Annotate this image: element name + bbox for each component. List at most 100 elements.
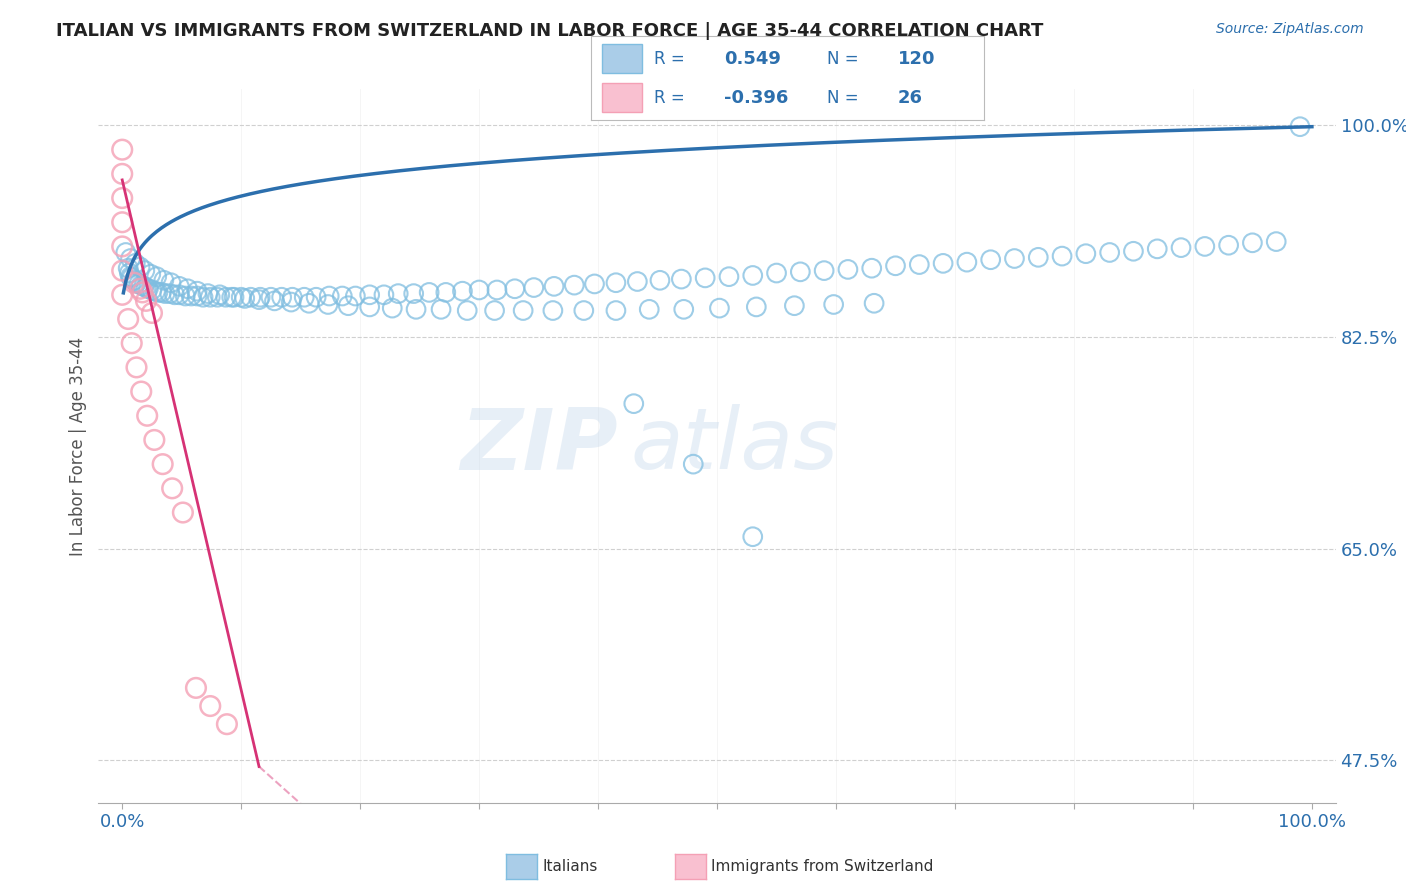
FancyBboxPatch shape (602, 44, 641, 73)
Point (430, 302, 453, 317)
Point (789, 265, 811, 279)
Point (200, 699, 222, 714)
Text: ITALIAN VS IMMIGRANTS FROM SWITZERLAND IN LABOR FORCE | AGE 35-44 CORRELATION CH: ITALIAN VS IMMIGRANTS FROM SWITZERLAND I… (56, 22, 1043, 40)
Point (233, 292, 256, 306)
Point (359, 300, 381, 314)
Text: Source: ZipAtlas.com: Source: ZipAtlas.com (1216, 22, 1364, 37)
Point (125, 360, 148, 375)
Point (1074, 246, 1097, 260)
Point (122, 273, 145, 287)
Point (583, 277, 606, 291)
Point (169, 288, 191, 302)
Point (128, 277, 150, 291)
Point (434, 285, 457, 300)
Point (717, 269, 740, 284)
Text: 26: 26 (897, 88, 922, 106)
Point (136, 409, 159, 423)
Point (135, 293, 157, 308)
Point (138, 282, 160, 296)
Point (543, 279, 565, 293)
Point (131, 285, 153, 300)
Point (280, 295, 302, 310)
Point (111, 239, 134, 253)
Point (562, 278, 585, 293)
FancyBboxPatch shape (602, 83, 641, 112)
Point (207, 290, 229, 304)
Point (146, 285, 169, 300)
Text: R =: R = (654, 88, 685, 106)
Point (605, 303, 627, 318)
Point (231, 856, 253, 871)
Point (418, 285, 440, 300)
Point (1170, 241, 1192, 255)
Point (120, 269, 142, 284)
Point (111, 143, 134, 157)
Point (671, 272, 693, 286)
Point (605, 276, 627, 290)
Point (745, 300, 768, 314)
Point (129, 278, 152, 293)
Point (160, 276, 183, 290)
Point (823, 297, 845, 311)
Point (117, 312, 139, 326)
Point (141, 283, 163, 297)
Point (184, 681, 207, 695)
Point (638, 302, 661, 317)
Point (305, 290, 328, 304)
Point (1146, 242, 1168, 256)
Point (180, 289, 202, 303)
Point (863, 296, 886, 310)
Point (572, 303, 595, 318)
Text: N =: N = (827, 50, 858, 68)
Point (129, 282, 152, 296)
Point (139, 267, 162, 281)
Point (837, 262, 859, 277)
Point (260, 290, 283, 304)
Point (709, 301, 731, 315)
Point (359, 288, 381, 302)
Point (191, 290, 214, 304)
Point (672, 302, 695, 317)
Point (1122, 244, 1144, 259)
Point (122, 276, 145, 290)
Point (186, 289, 208, 303)
Point (118, 266, 141, 280)
Text: 120: 120 (897, 50, 935, 68)
Point (215, 717, 238, 731)
Point (623, 397, 645, 411)
Point (682, 457, 704, 471)
Point (281, 290, 304, 304)
Point (125, 276, 148, 290)
Point (980, 252, 1002, 267)
Point (141, 306, 163, 320)
Point (1098, 245, 1121, 260)
Point (143, 433, 166, 447)
Point (344, 289, 367, 303)
Point (373, 288, 395, 302)
Point (1050, 249, 1073, 263)
Text: Italians: Italians (543, 859, 598, 873)
Text: atlas: atlas (630, 404, 838, 488)
Point (932, 256, 955, 270)
Point (111, 288, 134, 302)
Y-axis label: In Labor Force | Age 35-44: In Labor Force | Age 35-44 (69, 336, 87, 556)
Point (160, 481, 183, 495)
Point (468, 283, 491, 297)
Point (523, 280, 546, 294)
Point (169, 279, 191, 293)
Point (134, 263, 156, 277)
Point (503, 282, 526, 296)
Point (135, 280, 157, 294)
Point (485, 283, 508, 297)
Point (145, 284, 167, 298)
Point (695, 271, 717, 285)
Text: -0.396: -0.396 (724, 88, 789, 106)
Point (1218, 238, 1240, 252)
Text: 0.549: 0.549 (724, 50, 782, 68)
Point (176, 282, 198, 296)
Point (908, 258, 931, 272)
Point (172, 506, 194, 520)
Point (231, 290, 253, 304)
Point (222, 290, 245, 304)
Point (387, 286, 409, 301)
